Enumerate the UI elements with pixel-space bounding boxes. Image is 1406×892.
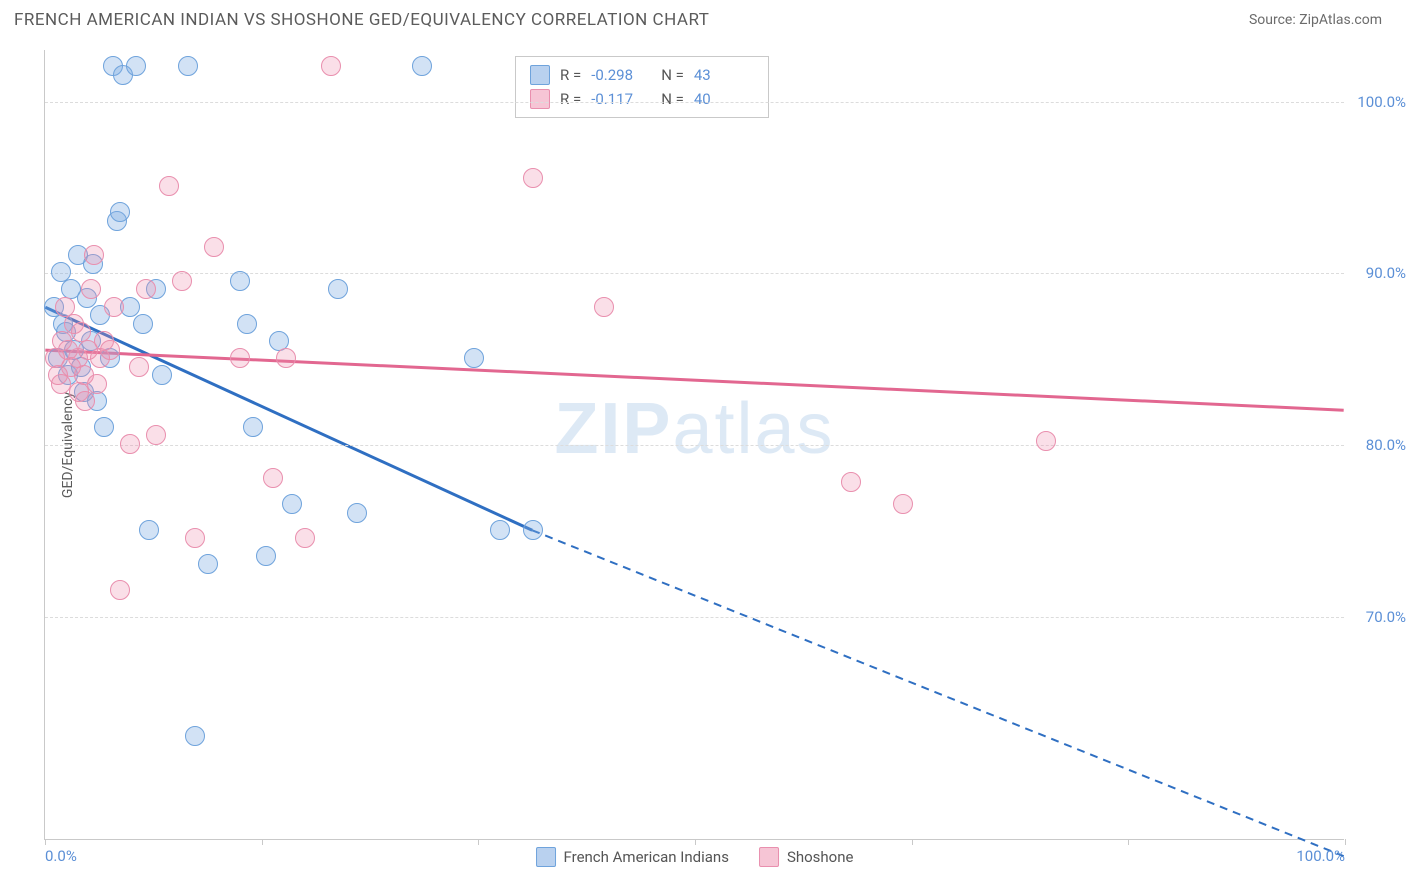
grid-line: [45, 102, 1344, 103]
x-tick: [1345, 839, 1346, 845]
data-point: [230, 271, 250, 291]
data-point: [100, 340, 120, 360]
data-point: [75, 391, 95, 411]
stats-legend-row: R = -0.117 N = 40: [530, 87, 754, 111]
x-tick: [45, 839, 46, 845]
x-tick: [478, 839, 479, 845]
data-point: [230, 348, 250, 368]
r-label: R =: [560, 66, 581, 84]
n-value: 40: [694, 90, 754, 108]
data-point: [893, 494, 913, 514]
x-tick: [912, 839, 913, 845]
data-point: [276, 348, 296, 368]
n-value: 43: [694, 66, 754, 84]
stats-legend-box: R = -0.298 N = 43 R = -0.117 N = 40: [515, 56, 769, 118]
source-attribution: Source: ZipAtlas.com: [1249, 12, 1382, 28]
series-legend-label: French American Indians: [564, 848, 729, 866]
x-tick-label: 0.0%: [45, 847, 77, 865]
data-point: [104, 297, 124, 317]
data-point: [295, 528, 315, 548]
r-label: R =: [560, 90, 581, 108]
y-tick-label: 70.0%: [1366, 608, 1406, 626]
legend-swatch: [530, 65, 550, 85]
data-point: [328, 279, 348, 299]
data-point: [136, 279, 156, 299]
data-point: [237, 314, 257, 334]
data-point: [94, 417, 114, 437]
n-label: N =: [661, 90, 684, 108]
data-point: [464, 348, 484, 368]
data-point: [139, 520, 159, 540]
data-point: [129, 357, 149, 377]
r-value: -0.117: [591, 90, 651, 108]
data-point: [146, 425, 166, 445]
data-point: [263, 468, 283, 488]
stats-legend-row: R = -0.298 N = 43: [530, 63, 754, 87]
data-point: [81, 279, 101, 299]
x-tick: [695, 839, 696, 845]
series-legend-item: Shoshone: [759, 847, 854, 867]
x-tick-label: 100.0%: [1296, 847, 1345, 865]
data-point: [282, 494, 302, 514]
data-point: [152, 365, 172, 385]
data-point: [84, 245, 104, 265]
n-label: N =: [661, 66, 684, 84]
data-point: [110, 580, 130, 600]
data-point: [1036, 431, 1056, 451]
chart-plot-area: GED/Equivalency ZIPatlas R =-0.298N =43R…: [44, 50, 1344, 840]
data-point: [594, 297, 614, 317]
data-point: [841, 472, 861, 492]
data-point: [87, 374, 107, 394]
data-point: [256, 546, 276, 566]
series-legend: French American Indians Shoshone: [536, 847, 854, 867]
data-point: [185, 528, 205, 548]
data-point: [178, 56, 198, 76]
grid-line: [45, 617, 1344, 618]
data-point: [321, 56, 341, 76]
chart-title: FRENCH AMERICAN INDIAN VS SHOSHONE GED/E…: [14, 10, 709, 30]
y-tick-label: 90.0%: [1366, 264, 1406, 282]
data-point: [243, 417, 263, 437]
y-tick-label: 80.0%: [1366, 436, 1406, 454]
data-point: [172, 271, 192, 291]
data-point: [490, 520, 510, 540]
data-point: [133, 314, 153, 334]
series-legend-item: French American Indians: [536, 847, 729, 867]
data-point: [198, 554, 218, 574]
data-point: [110, 202, 130, 222]
data-point: [120, 434, 140, 454]
data-point: [185, 726, 205, 746]
legend-swatch: [759, 847, 779, 867]
r-value: -0.298: [591, 66, 651, 84]
y-tick-label: 100.0%: [1357, 93, 1406, 111]
data-point: [204, 237, 224, 257]
legend-swatch: [536, 847, 556, 867]
data-point: [523, 168, 543, 188]
legend-swatch: [530, 89, 550, 109]
data-point: [412, 56, 432, 76]
x-tick: [262, 839, 263, 845]
data-point: [159, 176, 179, 196]
x-tick: [1128, 839, 1129, 845]
data-point: [126, 56, 146, 76]
series-legend-label: Shoshone: [787, 848, 854, 866]
grid-line: [45, 445, 1344, 446]
data-point: [523, 520, 543, 540]
data-point: [51, 374, 71, 394]
data-point: [347, 503, 367, 523]
